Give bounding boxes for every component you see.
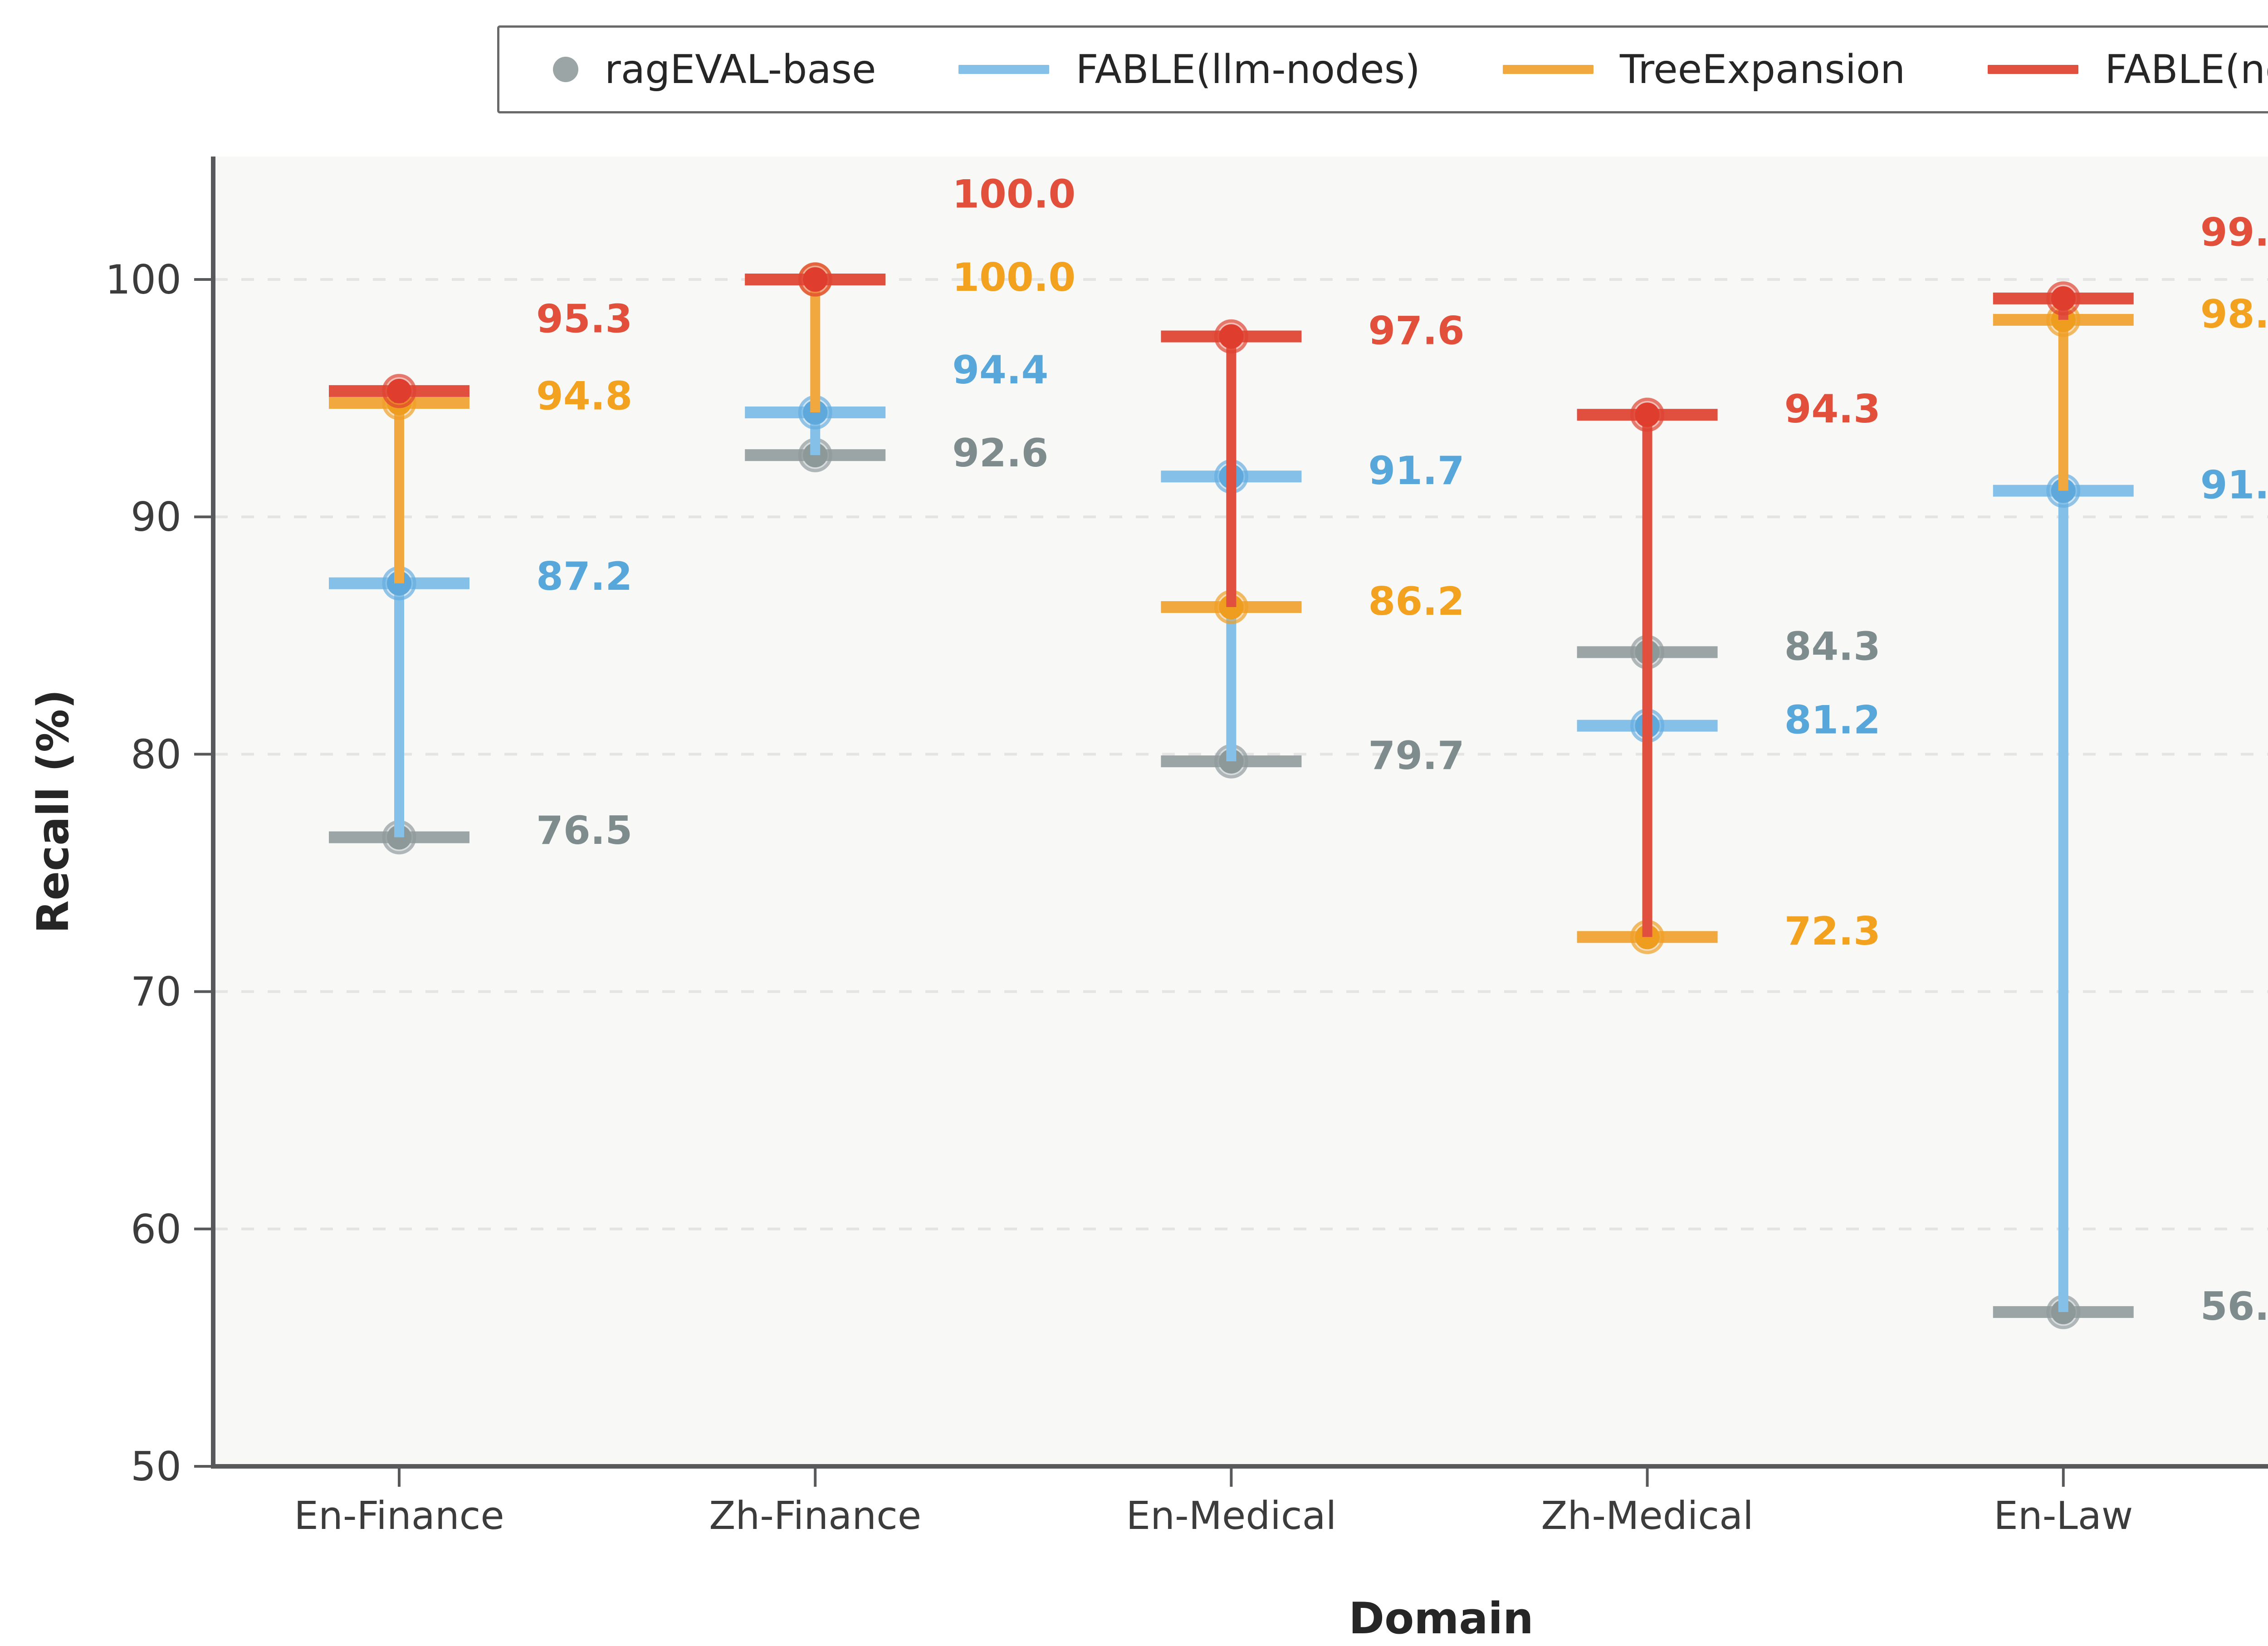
y-tick-label: 70 [131, 969, 181, 1015]
marker-ring-FABLE(nodes) [798, 262, 832, 297]
legend-label: ragEVAL-base [605, 46, 876, 93]
stem-FABLE(llm-nodes) [394, 583, 404, 838]
x-tick-label-En-Medical: En-Medical [1126, 1494, 1336, 1538]
y-tick-label: 80 [131, 731, 181, 778]
value-label-TreeExpansion-En-Finance: 94.8 [536, 373, 632, 419]
marker-ring-FABLE(nodes) [1214, 319, 1248, 354]
plot-area [215, 157, 2268, 1466]
group-Zh-Medical: 84.3 81.2 72.3 94.3 [1577, 387, 1881, 955]
legend-marker-line-icon [1988, 65, 2079, 74]
marker-dot-FABLE(nodes) [1219, 324, 1244, 349]
marker-ring-FABLE(nodes) [1630, 397, 1665, 432]
y-tick-label: 100 [105, 256, 181, 303]
x-tick-label-Zh-Finance: Zh-Finance [709, 1494, 921, 1538]
y-tick-label: 50 [131, 1443, 181, 1490]
stem-FABLE(nodes) [1642, 415, 1652, 937]
legend-label: FABLE(nodes) [2105, 46, 2268, 93]
legend-marker-line-icon [958, 65, 1050, 74]
group-En-Medical: 79.7 91.7 86.2 97.6 [1161, 308, 1465, 779]
value-label-FABLE(nodes)-En-Finance: 95.3 [536, 296, 632, 342]
x-tick-label-En-Law: En-Law [1994, 1494, 2133, 1538]
value-label-ragEVAL-base-En-Medical: 79.7 [1368, 733, 1464, 779]
legend-marker-dot-icon [553, 57, 578, 82]
y-axis-title: Recall (%) [29, 689, 78, 933]
value-label-FABLE(llm-nodes)-En-Medical: 91.7 [1368, 448, 1464, 494]
y-tick-label: 90 [131, 494, 181, 540]
x-tick-label-En-Finance: En-Finance [294, 1494, 504, 1538]
group-Zh-Finance: 92.6 94.4 100.0 100.0 [745, 172, 1075, 476]
marker-ring-FABLE(nodes) [2046, 281, 2081, 316]
value-label-TreeExpansion-En-Medical: 86.2 [1368, 579, 1464, 624]
marker-ring-FABLE(nodes) [382, 374, 416, 408]
legend-item-TreeExpansion: TreeExpansion [1502, 46, 1906, 93]
value-label-FABLE(llm-nodes)-En-Finance: 87.2 [536, 554, 632, 599]
legend-label: TreeExpansion [1619, 46, 1906, 93]
stem-FABLE(llm-nodes) [2058, 490, 2068, 1312]
stem-TreeExpansion [810, 279, 821, 412]
marker-dot-FABLE(nodes) [387, 378, 411, 403]
value-label-ragEVAL-base-En-Law: 56.5 [2200, 1284, 2268, 1329]
value-label-TreeExpansion-Zh-Medical: 72.3 [1784, 909, 1881, 954]
value-label-FABLE(llm-nodes)-Zh-Medical: 81.2 [1784, 698, 1881, 743]
marker-dot-FABLE(nodes) [1635, 402, 1660, 427]
value-label-FABLE(nodes)-Zh-Finance: 100.0 [952, 172, 1075, 217]
value-label-ragEVAL-base-En-Finance: 76.5 [536, 808, 632, 853]
value-label-FABLE(llm-nodes)-En-Law: 91.1 [2200, 463, 2268, 508]
group-En-Law: 56.5 91.1 98.3 99.2 [1993, 210, 2268, 1329]
stem-TreeExpansion [394, 403, 404, 583]
legend-label: FABLE(llm-nodes) [1075, 46, 1420, 93]
x-tick-label-Zh-Medical: Zh-Medical [1541, 1494, 1753, 1538]
legend-item-FABLE(llm-nodes): FABLE(llm-nodes) [958, 46, 1420, 93]
y-tick-label: 60 [131, 1206, 181, 1253]
marker-dot-FABLE(nodes) [803, 267, 828, 292]
value-label-ragEVAL-base-Zh-Medical: 84.3 [1784, 624, 1881, 669]
group-En-Finance: 76.5 87.2 94.8 95.3 [329, 296, 632, 855]
value-label-FABLE(nodes)-En-Medical: 97.6 [1368, 308, 1464, 353]
value-label-ragEVAL-base-Zh-Finance: 92.6 [952, 431, 1048, 476]
value-label-TreeExpansion-Zh-Finance: 100.0 [952, 255, 1075, 300]
value-label-FABLE(llm-nodes)-Zh-Finance: 94.4 [952, 348, 1048, 393]
x-axis-title: Domain [1349, 1594, 1533, 1644]
legend: ragEVAL-base FABLE(llm-nodes) TreeExpansio… [497, 25, 2268, 113]
value-label-FABLE(nodes)-Zh-Medical: 94.3 [1784, 387, 1881, 432]
legend-marker-line-icon [1502, 65, 1593, 74]
value-label-TreeExpansion-En-Law: 98.3 [2200, 292, 2268, 337]
legend-item-FABLE(nodes): FABLE(nodes) [1988, 46, 2268, 93]
stem-TreeExpansion [2058, 319, 2068, 491]
legend-item-ragEVAL-base: ragEVAL-base [553, 46, 876, 93]
value-label-FABLE(nodes)-En-Law: 99.2 [2200, 210, 2268, 255]
stem-FABLE(nodes) [1226, 336, 1237, 607]
marker-dot-FABLE(nodes) [2051, 286, 2076, 311]
